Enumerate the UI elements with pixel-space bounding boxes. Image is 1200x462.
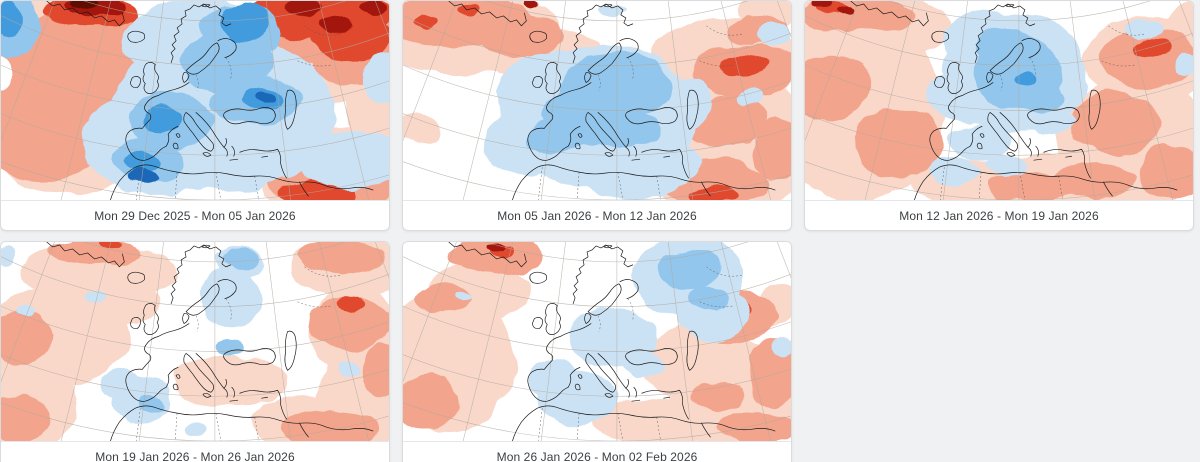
date-range-caption: Mon 29 Dec 2025 - Mon 05 Jan 2026 [94, 208, 296, 223]
forecast-card-week2[interactable]: Mon 05 Jan 2026 - Mon 12 Jan 2026 [402, 0, 792, 231]
anomaly-map-week2 [403, 1, 791, 201]
date-range-caption: Mon 26 Jan 2026 - Mon 02 Feb 2026 [496, 449, 698, 462]
forecast-card-week5[interactable]: Mon 26 Jan 2026 - Mon 02 Feb 2026 [402, 241, 792, 462]
anomaly-map-week5 [403, 242, 791, 442]
date-range-caption: Mon 19 Jan 2026 - Mon 26 Jan 2026 [95, 449, 295, 462]
forecast-card-week4[interactable]: Mon 19 Jan 2026 - Mon 26 Jan 2026 [0, 241, 390, 462]
anomaly-map-week3 [805, 1, 1193, 201]
forecast-card-week1[interactable]: Mon 29 Dec 2025 - Mon 05 Jan 2026 [0, 0, 390, 231]
date-range-caption: Mon 12 Jan 2026 - Mon 19 Jan 2026 [899, 208, 1099, 223]
forecast-card-week3[interactable]: Mon 12 Jan 2026 - Mon 19 Jan 2026 [804, 0, 1194, 231]
anomaly-map-week1 [1, 1, 389, 201]
anomaly-map-week4 [1, 242, 389, 442]
date-range-caption: Mon 05 Jan 2026 - Mon 12 Jan 2026 [497, 208, 697, 223]
